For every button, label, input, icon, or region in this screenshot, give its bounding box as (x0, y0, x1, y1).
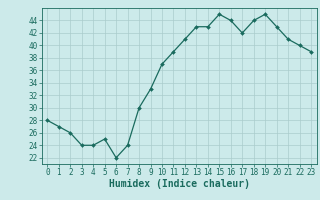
X-axis label: Humidex (Indice chaleur): Humidex (Indice chaleur) (109, 179, 250, 189)
